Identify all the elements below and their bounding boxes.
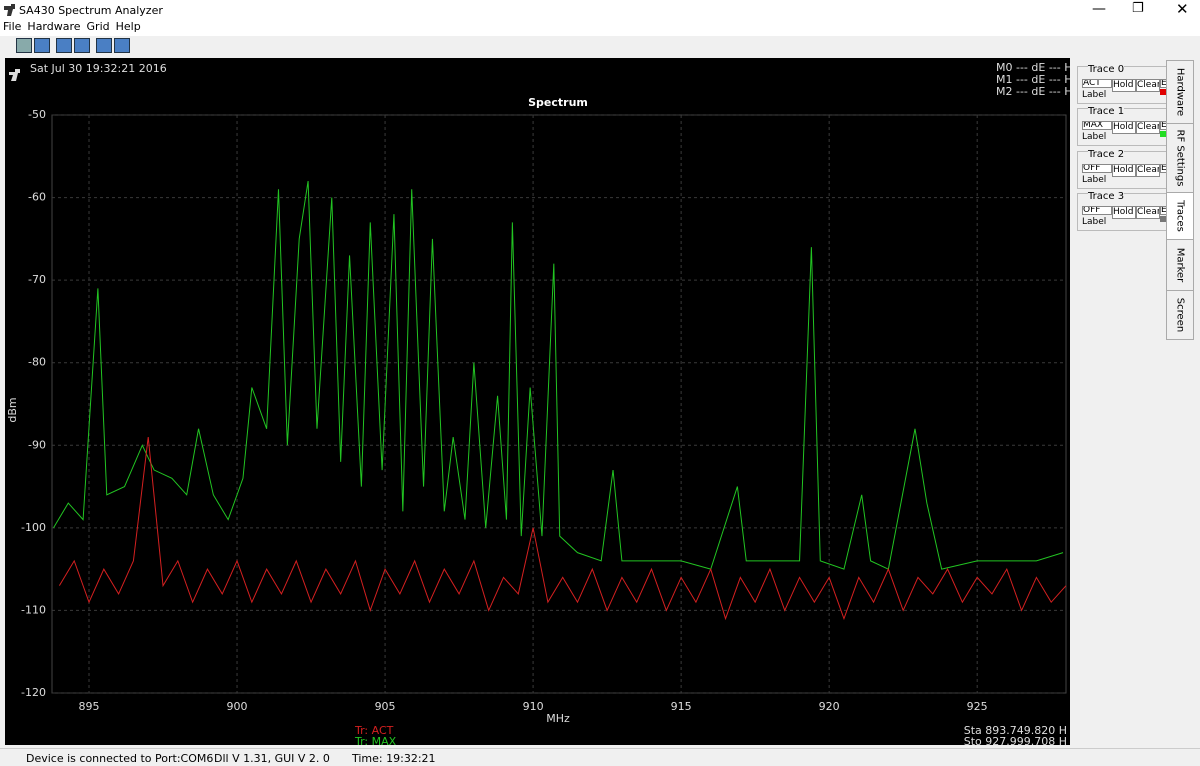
trace-line [58, 436, 1067, 621]
tab-label: Traces [1174, 200, 1186, 232]
status-text: Dll V 1.31, GUI V 2. 0 [214, 752, 330, 765]
title-bar: SA430 Spectrum Analyzer — ❐ ✕ [0, 0, 1200, 20]
clear-button[interactable]: Clear [1136, 121, 1160, 134]
toolbar [0, 36, 1200, 54]
hold-button[interactable]: Hold [1112, 79, 1136, 92]
y-tick-label: -50 [28, 108, 46, 121]
chart-title: Spectrum [528, 96, 588, 109]
clear-button[interactable]: Clear [1136, 164, 1160, 177]
legend-entry: Tr: MAX [354, 735, 397, 745]
tool-button[interactable] [114, 38, 130, 53]
x-tick-label: 900 [227, 700, 248, 713]
label-checkbox[interactable]: Label [1082, 90, 1107, 100]
start-frequency: Sta 893.749.820 H [964, 724, 1067, 737]
trace-label: Trace 3 [1088, 191, 1125, 202]
x-tick-label: 915 [671, 700, 692, 713]
minimize-button[interactable]: — [1092, 1, 1106, 17]
menu-item[interactable]: File [3, 20, 22, 33]
ti-logo [9, 69, 20, 81]
menu-item[interactable]: Help [115, 20, 141, 33]
menu-bar: File Hardware Grid Help [0, 20, 1200, 36]
tab-label: RF Settings [1174, 129, 1186, 187]
y-tick-label: -60 [28, 191, 46, 204]
status-text: Time: 19:32:21 [352, 752, 436, 765]
y-tick-label: -90 [28, 438, 46, 451]
stop-button[interactable] [74, 38, 90, 53]
y-tick-label: -70 [28, 273, 46, 286]
marker-readout: M1 --- dE --- Hz [996, 73, 1070, 86]
status-bar: Device is connected to Port:COM6 Dll V 1… [0, 748, 1200, 766]
tab[interactable]: Traces [1166, 192, 1194, 240]
y-axis-label: dBm [6, 397, 19, 422]
window-title: SA430 Spectrum Analyzer [19, 4, 163, 17]
y-tick-label: -100 [21, 521, 46, 534]
tab-label: Hardware [1174, 67, 1186, 117]
run-button[interactable] [56, 38, 72, 53]
tab[interactable]: RF Settings [1166, 123, 1194, 193]
restore-button[interactable]: ❐ [1132, 1, 1144, 16]
x-tick-label: 910 [523, 700, 544, 713]
trace-mode[interactable]: OFF [1082, 164, 1112, 173]
trace-label: Trace 0 [1088, 64, 1125, 75]
trace-panel: Trace 2 OFF Label Hold Clear Export [1077, 149, 1178, 189]
y-tick-label: -120 [21, 686, 46, 699]
trace-line [53, 180, 1064, 570]
marker-readout: M0 --- dE --- Hz [996, 61, 1070, 74]
clear-button[interactable]: Clear [1136, 79, 1160, 92]
x-tick-label: 905 [375, 700, 396, 713]
close-button[interactable]: ✕ [1176, 0, 1189, 18]
timestamp: Sat Jul 30 19:32:21 2016 [30, 62, 167, 75]
stop-frequency: Sto 927.999.708 H [964, 735, 1067, 745]
status-text: Device is connected to Port:COM6 [26, 752, 214, 765]
tool-button[interactable] [34, 38, 50, 53]
menu-item[interactable]: Hardware [27, 20, 81, 33]
x-tick-label: 895 [79, 700, 100, 713]
trace-label: Trace 2 [1088, 149, 1125, 160]
tab[interactable]: Screen [1166, 290, 1194, 340]
trace-label: Trace 1 [1088, 106, 1125, 117]
hold-button[interactable]: Hold [1112, 164, 1136, 177]
chart-background [5, 58, 1070, 745]
trace-panel: Trace 0 ACT Label Hold Clear Export [1077, 64, 1178, 104]
tab[interactable]: Hardware [1166, 60, 1194, 124]
legend-entry: Tr: ACT [354, 724, 394, 737]
x-tick-label: 920 [819, 700, 840, 713]
y-tick-label: -110 [21, 603, 46, 616]
tool-button[interactable] [16, 38, 32, 53]
trace-mode[interactable]: OFF [1082, 206, 1112, 215]
label-checkbox[interactable]: Label [1082, 217, 1107, 227]
tab[interactable]: Marker [1166, 239, 1194, 291]
tab-label: Screen [1174, 297, 1186, 333]
y-tick-label: -80 [28, 356, 46, 369]
x-axis-label: MHz [546, 712, 570, 725]
marker-readout: M2 --- dE --- Hz [996, 85, 1070, 98]
hold-button[interactable]: Hold [1112, 121, 1136, 134]
trace-mode[interactable]: ACT [1082, 79, 1112, 88]
label-checkbox[interactable]: Label [1082, 132, 1107, 142]
hold-button[interactable]: Hold [1112, 206, 1136, 219]
trace-mode[interactable]: MAX [1082, 121, 1112, 130]
menu-item[interactable]: Grid [86, 20, 110, 33]
tab-label: Marker [1174, 247, 1186, 283]
app-icon [4, 4, 15, 16]
trace-panel: Trace 1 MAX Label Hold Clear Export [1077, 106, 1178, 146]
trace-panel: Trace 3 OFF Label Hold Clear Export [1077, 191, 1178, 231]
clear-button[interactable]: Clear [1136, 206, 1160, 219]
label-checkbox[interactable]: Label [1082, 175, 1107, 185]
tool-button[interactable] [96, 38, 112, 53]
spectrum-chart: Sat Jul 30 19:32:21 2016 M0 --- dE --- H… [5, 58, 1070, 745]
x-tick-label: 925 [967, 700, 988, 713]
